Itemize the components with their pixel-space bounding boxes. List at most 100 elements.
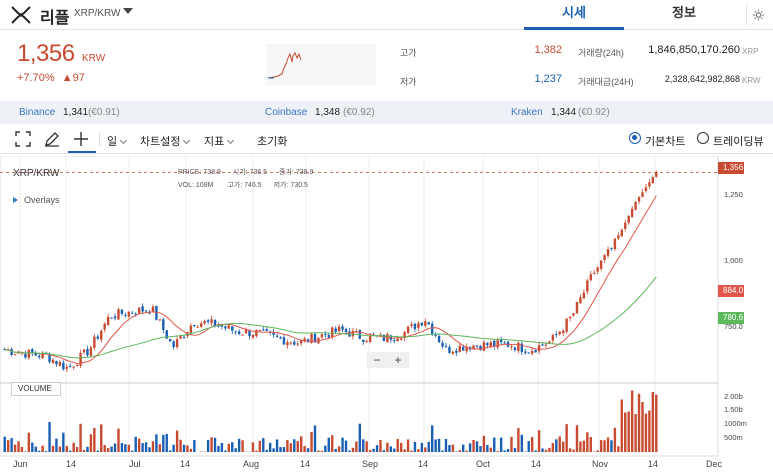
volume-bar	[268, 442, 272, 452]
turnover-unit: KRW	[742, 76, 761, 85]
volume-bar	[331, 435, 334, 452]
candle-body	[486, 343, 489, 346]
candle-body	[448, 346, 451, 353]
volume-bar	[327, 437, 330, 452]
pair-label[interactable]: XRP/KRW	[74, 8, 121, 19]
volume-bar	[534, 450, 537, 452]
candle-body	[458, 345, 461, 352]
tradingview-radio[interactable]	[697, 132, 709, 144]
volume-bar	[448, 444, 451, 452]
volume-bar	[579, 441, 582, 452]
volume-bar	[324, 445, 327, 452]
candle-body	[299, 340, 303, 344]
volume-bar	[231, 442, 234, 452]
candle-body	[289, 342, 293, 344]
top-header: 리플 XRP/KRW 시세 정보	[0, 0, 773, 30]
ma-long-line	[4, 276, 657, 359]
candle-body	[168, 339, 172, 342]
fullscreen-icon[interactable]	[14, 130, 32, 148]
exchange-name-coinbase[interactable]: Coinbase	[265, 107, 308, 118]
chevron-down-icon[interactable]	[123, 8, 133, 14]
candle-body	[420, 322, 424, 326]
zoom-in-button[interactable]: +	[394, 353, 402, 367]
candle-body	[455, 350, 458, 353]
pencil-icon[interactable]	[43, 130, 61, 148]
volume-bar	[317, 450, 320, 452]
candle-body	[524, 351, 527, 353]
zoom-out-button[interactable]: −	[373, 353, 381, 367]
candle-body	[241, 334, 244, 336]
volume-bar	[372, 448, 375, 452]
exchange-name-kraken[interactable]: Kraken	[511, 107, 543, 118]
candle-body	[630, 208, 634, 218]
candle-body	[396, 338, 399, 342]
candle-body	[244, 329, 248, 334]
volume-bar	[31, 442, 34, 452]
volume-bar	[437, 438, 441, 452]
candle-body	[189, 325, 193, 333]
tab-quote[interactable]: 시세	[524, 0, 624, 30]
exchange-name-binance[interactable]: Binance	[19, 107, 56, 118]
crosshair-icon[interactable]	[72, 130, 90, 148]
volume-bar	[475, 441, 479, 452]
price-chart[interactable]	[0, 156, 773, 473]
candle-body	[441, 342, 444, 347]
volume-bar	[193, 440, 196, 452]
volume-bar	[337, 446, 341, 452]
info-vol-key: VOL:	[178, 182, 194, 189]
volume-bar	[486, 445, 489, 452]
tab-info[interactable]: 정보	[672, 5, 696, 20]
candle-body	[610, 247, 613, 249]
period-select[interactable]: 일	[107, 133, 128, 149]
volume-tick: 2.00b	[724, 392, 743, 401]
candle-body	[489, 342, 493, 347]
volume-bar	[100, 424, 103, 452]
volume-bar	[310, 431, 313, 452]
volume-bar	[651, 392, 655, 452]
volume-bar	[444, 439, 448, 452]
turnover-label: 거래대금(24H)	[578, 77, 634, 87]
volume-bar	[293, 439, 296, 452]
volume-bar	[341, 437, 344, 452]
volume-bar	[420, 442, 424, 452]
volume-bar	[51, 445, 55, 452]
candle-body	[37, 355, 41, 358]
candle-body	[137, 307, 141, 314]
candle-body	[293, 341, 296, 345]
candle-body	[465, 346, 468, 352]
volume-bar	[262, 438, 265, 452]
basic-chart-label[interactable]: 기본차트	[645, 136, 686, 148]
candle-body	[575, 302, 579, 314]
tradingview-label[interactable]: 트레이딩뷰	[713, 136, 764, 148]
exchange-diff-kraken: (€0.92)	[578, 107, 610, 118]
candle-body	[103, 323, 106, 330]
volume-bar	[103, 445, 106, 452]
overlays-toggle[interactable]: Overlays	[13, 195, 60, 205]
candle-body	[620, 229, 624, 237]
volume-bar	[158, 444, 162, 452]
volume-bar	[265, 449, 268, 452]
chart-settings-select[interactable]: 차트설정	[140, 133, 191, 149]
volume-bar	[162, 434, 165, 452]
candle-body	[17, 352, 20, 354]
volume-bar	[69, 450, 72, 452]
candle-body	[320, 334, 324, 338]
reset-button[interactable]: 초기화	[257, 136, 288, 148]
gear-icon[interactable]	[746, 5, 766, 25]
basic-chart-radio[interactable]	[629, 132, 641, 144]
candle-body	[148, 312, 151, 314]
volume-bar	[79, 423, 82, 452]
candle-body	[296, 343, 299, 345]
volume-bar	[603, 440, 606, 452]
info-open-val: 736.5	[249, 169, 268, 176]
candle-body	[286, 342, 289, 346]
candle-body	[410, 324, 413, 327]
volume-bar	[255, 450, 258, 452]
candle-body	[651, 177, 655, 184]
candle-body	[613, 238, 617, 250]
candle-body	[586, 280, 589, 292]
candle-body	[24, 353, 27, 358]
y-tick: 750.0	[724, 322, 743, 331]
indicators-select[interactable]: 지표	[204, 133, 235, 149]
candle-body	[200, 323, 203, 327]
